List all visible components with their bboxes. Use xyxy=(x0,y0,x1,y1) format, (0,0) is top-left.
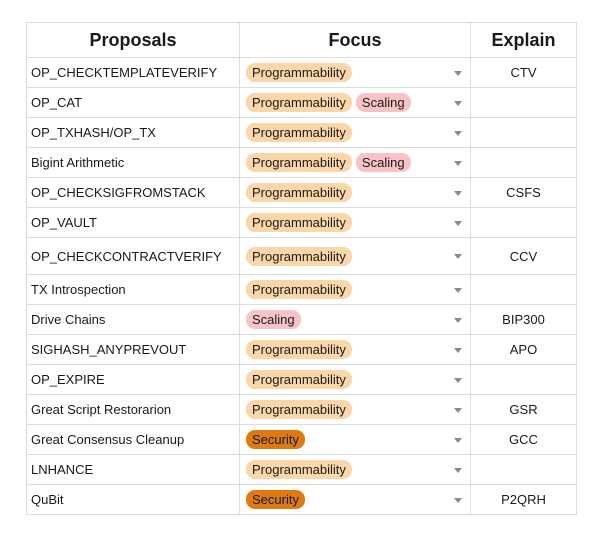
chevron-down-icon[interactable] xyxy=(454,160,462,166)
focus-tag: Programmability xyxy=(246,246,352,266)
chevron-down-icon[interactable] xyxy=(454,467,462,473)
explain-cell[interactable]: BIP300 xyxy=(470,304,577,335)
focus-tag: Programmability xyxy=(246,123,352,142)
explain-cell[interactable]: GCC xyxy=(470,424,577,455)
explain-cell[interactable]: P2QRH xyxy=(470,484,577,515)
proposal-name-cell[interactable]: OP_TXHASH/OP_TX xyxy=(26,117,240,148)
table-row: Great Consensus Cleanup Security GCC xyxy=(26,424,577,455)
proposal-name-cell[interactable]: OP_CHECKSIGFROMSTACK xyxy=(26,177,240,208)
chevron-down-icon[interactable] xyxy=(454,437,462,443)
chevron-down-icon[interactable] xyxy=(454,220,462,226)
focus-tag: Programmability xyxy=(246,460,352,479)
chevron-down-icon[interactable] xyxy=(454,70,462,76)
focus-tag: Programmability xyxy=(246,370,352,389)
explain-cell[interactable]: CCV xyxy=(470,237,577,275)
chevron-down-icon[interactable] xyxy=(454,287,462,293)
table-row: Drive Chains Scaling BIP300 xyxy=(26,304,577,335)
chevron-down-icon[interactable] xyxy=(454,100,462,106)
focus-select-cell[interactable]: Programmability xyxy=(239,394,471,425)
chevron-down-icon[interactable] xyxy=(454,407,462,413)
proposals-table: Proposals Focus Explain OP_CHECKTEMPLATE… xyxy=(26,22,577,515)
focus-select-cell[interactable]: Security xyxy=(239,424,471,455)
focus-tag: Programmability xyxy=(246,153,352,172)
focus-tag: Scaling xyxy=(246,310,301,329)
focus-select-cell[interactable]: Programmability xyxy=(239,117,471,148)
table-row: Bigint Arithmetic Programmability Scaling xyxy=(26,147,577,178)
focus-select-cell[interactable]: Programmability xyxy=(239,454,471,485)
proposal-name-cell[interactable]: OP_CAT xyxy=(26,87,240,118)
table-row: Great Script Restorarion Programmability G… xyxy=(26,394,577,425)
focus-tag: Programmability xyxy=(246,280,352,299)
header-explain: Explain xyxy=(470,22,577,58)
focus-tag: Security xyxy=(246,430,305,449)
focus-select-cell[interactable]: Programmability xyxy=(239,237,471,275)
explain-cell[interactable] xyxy=(470,87,577,118)
proposal-name-cell[interactable]: OP_EXPIRE xyxy=(26,364,240,395)
chevron-down-icon[interactable] xyxy=(454,497,462,503)
header-focus: Focus xyxy=(239,22,471,58)
proposal-name-cell[interactable]: SIGHASH_ANYPREVOUT xyxy=(26,334,240,365)
chevron-down-icon[interactable] xyxy=(454,377,462,383)
focus-tag: Programmability xyxy=(246,400,352,419)
header-row: Proposals Focus Explain xyxy=(26,22,577,58)
table-row: TX Introspection Programmability xyxy=(26,274,577,305)
focus-select-cell[interactable]: Programmability xyxy=(239,177,471,208)
explain-cell[interactable] xyxy=(470,364,577,395)
focus-tag: Programmability xyxy=(246,63,352,82)
explain-cell[interactable]: CSFS xyxy=(470,177,577,208)
table-row: OP_TXHASH/OP_TX Programmability xyxy=(26,117,577,148)
explain-cell[interactable] xyxy=(470,274,577,305)
table-body: OP_CHECKTEMPLATEVERIFY Programmability CTV… xyxy=(26,57,577,515)
proposal-name-cell[interactable]: QuBit xyxy=(26,484,240,515)
proposal-name-cell[interactable]: Great Consensus Cleanup xyxy=(26,424,240,455)
proposal-name-cell[interactable]: Great Script Restorarion xyxy=(26,394,240,425)
focus-select-cell[interactable]: Security xyxy=(239,484,471,515)
focus-select-cell[interactable]: Programmability Scaling xyxy=(239,147,471,178)
proposal-name-cell[interactable]: LNHANCE xyxy=(26,454,240,485)
focus-select-cell[interactable]: Programmability xyxy=(239,364,471,395)
table-row: OP_CHECKCONTRACTVERIFY Programmability CCV xyxy=(26,237,577,275)
chevron-down-icon[interactable] xyxy=(454,347,462,353)
explain-cell[interactable] xyxy=(470,117,577,148)
chevron-down-icon[interactable] xyxy=(454,317,462,323)
focus-tag: Scaling xyxy=(355,153,411,172)
chevron-down-icon[interactable] xyxy=(454,190,462,196)
explain-cell[interactable]: CTV xyxy=(470,57,577,88)
focus-tag: Programmability xyxy=(246,93,352,112)
focus-select-cell[interactable]: Programmability xyxy=(239,334,471,365)
explain-cell[interactable] xyxy=(470,207,577,238)
focus-tag: Scaling xyxy=(355,93,411,112)
table-row: LNHANCE Programmability xyxy=(26,454,577,485)
proposal-name-cell[interactable]: Drive Chains xyxy=(26,304,240,335)
focus-tag: Security xyxy=(246,490,305,509)
explain-cell[interactable] xyxy=(470,454,577,485)
proposal-name-cell[interactable]: OP_CHECKTEMPLATEVERIFY xyxy=(26,57,240,88)
proposal-name-cell[interactable]: OP_VAULT xyxy=(26,207,240,238)
explain-cell[interactable]: APO xyxy=(470,334,577,365)
focus-select-cell[interactable]: Programmability Scaling xyxy=(239,87,471,118)
focus-select-cell[interactable]: Programmability xyxy=(239,274,471,305)
proposal-name-cell[interactable]: OP_CHECKCONTRACTVERIFY xyxy=(26,237,240,275)
table-row: OP_CAT Programmability Scaling xyxy=(26,87,577,118)
explain-cell[interactable]: GSR xyxy=(470,394,577,425)
table-row: OP_VAULT Programmability xyxy=(26,207,577,238)
chevron-down-icon[interactable] xyxy=(454,254,462,259)
table-row: OP_CHECKTEMPLATEVERIFY Programmability CTV xyxy=(26,57,577,88)
table-row: SIGHASH_ANYPREVOUT Programmability APO xyxy=(26,334,577,365)
chevron-down-icon[interactable] xyxy=(454,130,462,136)
proposal-name-cell[interactable]: Bigint Arithmetic xyxy=(26,147,240,178)
focus-select-cell[interactable]: Scaling xyxy=(239,304,471,335)
table-row: QuBit Security P2QRH xyxy=(26,484,577,515)
focus-select-cell[interactable]: Programmability xyxy=(239,207,471,238)
header-proposals: Proposals xyxy=(26,22,240,58)
focus-tag: Programmability xyxy=(246,183,352,202)
focus-tag: Programmability xyxy=(246,340,352,359)
table-row: OP_EXPIRE Programmability xyxy=(26,364,577,395)
focus-select-cell[interactable]: Programmability xyxy=(239,57,471,88)
focus-tag: Programmability xyxy=(246,213,352,232)
table-row: OP_CHECKSIGFROMSTACK Programmability CSFS xyxy=(26,177,577,208)
explain-cell[interactable] xyxy=(470,147,577,178)
proposal-name-cell[interactable]: TX Introspection xyxy=(26,274,240,305)
